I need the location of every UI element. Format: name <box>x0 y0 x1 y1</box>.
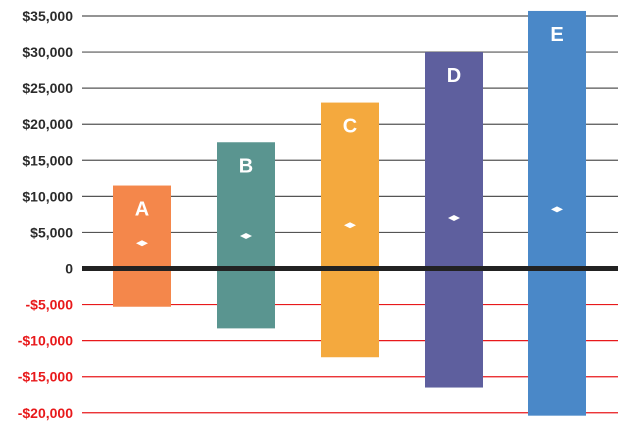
y-axis-tick-labels: $35,000 $30,000 $25,000 $20,000 $15,000 $10,0… <box>18 8 73 421</box>
marker-a <box>136 240 148 247</box>
y-tick-label: $15,000 <box>22 152 73 168</box>
bar-c <box>321 102 379 358</box>
marker-e <box>551 206 563 213</box>
y-tick-label: $5,000 <box>30 224 73 240</box>
y-tick-label: $20,000 <box>22 116 73 132</box>
marker-b <box>240 233 252 240</box>
y-tick-label: -$20,000 <box>18 405 73 421</box>
bar-label-b: B <box>239 155 253 177</box>
bars: A B C D E <box>113 10 586 416</box>
bar-label-d: D <box>447 65 461 87</box>
bar-label-a: A <box>135 199 149 221</box>
y-tick-label: $30,000 <box>22 44 73 60</box>
y-tick-label: $25,000 <box>22 80 73 96</box>
y-tick-label: $35,000 <box>22 8 73 24</box>
y-tick-label: -$10,000 <box>18 333 73 349</box>
y-tick-label: 0 <box>65 261 73 277</box>
marker-c <box>344 222 356 229</box>
bar-label-e: E <box>550 24 563 46</box>
bar-label-c: C <box>343 116 357 138</box>
y-tick-label: -$5,000 <box>26 297 74 313</box>
y-tick-label: $10,000 <box>22 188 73 204</box>
marker-d <box>448 215 460 221</box>
bar-e <box>528 10 586 416</box>
y-tick-label: -$15,000 <box>18 369 73 385</box>
